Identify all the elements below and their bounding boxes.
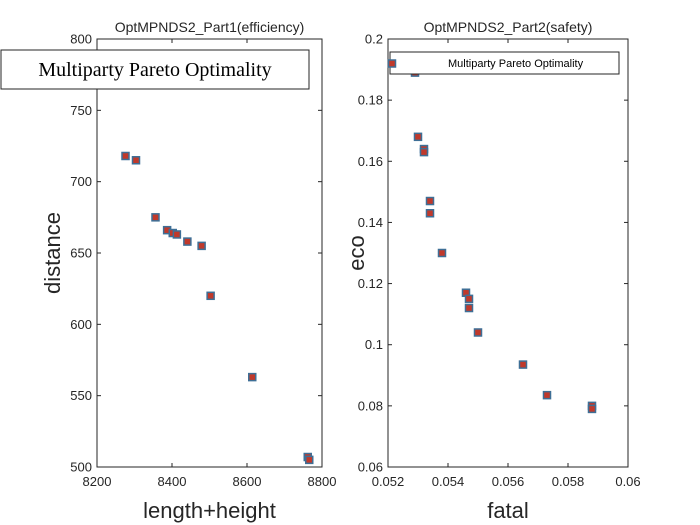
y-tick-label: 600 bbox=[70, 317, 92, 332]
data-point bbox=[413, 132, 423, 142]
y-tick-label: 550 bbox=[70, 388, 92, 403]
x-tick-label: 0.052 bbox=[372, 474, 405, 489]
data-point bbox=[542, 390, 552, 400]
data-points bbox=[121, 151, 314, 465]
data-points bbox=[410, 68, 597, 414]
data-point bbox=[305, 455, 314, 465]
y-tick-label: 500 bbox=[70, 460, 92, 475]
data-point bbox=[172, 230, 182, 239]
axes-box bbox=[96, 38, 323, 468]
data-point bbox=[248, 372, 257, 382]
legend: Multiparty Pareto Optimality bbox=[0, 49, 310, 90]
data-point bbox=[587, 404, 597, 414]
data-point bbox=[121, 151, 130, 161]
data-point bbox=[197, 241, 206, 251]
x-tick-label: 0.06 bbox=[615, 474, 640, 489]
x-tick-label: 8400 bbox=[158, 474, 187, 489]
data-point bbox=[473, 328, 483, 337]
data-point bbox=[464, 294, 474, 304]
legend-label: Multiparty Pareto Optimality bbox=[448, 58, 584, 70]
data-point bbox=[183, 237, 192, 246]
chart-title: OptMPNDS2_Part1(efficiency) bbox=[115, 19, 305, 35]
plot-area bbox=[387, 38, 629, 468]
y-tick-label: 0.1 bbox=[365, 337, 383, 352]
data-point bbox=[518, 360, 528, 369]
data-point bbox=[464, 303, 474, 313]
data-point bbox=[206, 291, 215, 301]
data-point bbox=[425, 209, 435, 218]
y-ticks: 500 550 600 650 700 750 800 bbox=[70, 32, 322, 475]
x-tick-label: 8800 bbox=[308, 474, 337, 489]
data-point bbox=[425, 196, 435, 206]
data-point bbox=[151, 213, 160, 222]
x-ticks: 8200 8400 8600 8800 bbox=[83, 39, 337, 489]
x-tick-label: 0.054 bbox=[432, 474, 465, 489]
y-tick-label: 750 bbox=[70, 103, 92, 118]
y-tick-label: 0.18 bbox=[358, 93, 383, 108]
y-tick-label: 0.12 bbox=[358, 276, 383, 291]
data-point bbox=[437, 248, 447, 258]
axes-box bbox=[387, 38, 629, 468]
y-tick-label: 0.06 bbox=[358, 460, 383, 475]
y-axis-label: eco bbox=[344, 235, 369, 270]
chart-title: OptMPNDS2_Part2(safety) bbox=[424, 19, 593, 35]
legend-box bbox=[0, 49, 310, 90]
legend: Multiparty Pareto Optimality bbox=[387, 51, 620, 75]
legend-label: Multiparty Pareto Optimality bbox=[38, 59, 271, 81]
y-tick-label: 800 bbox=[70, 32, 92, 47]
y-tick-label: 650 bbox=[70, 246, 92, 261]
y-tick-label: 0.16 bbox=[358, 154, 383, 169]
y-tick-label: 0.2 bbox=[365, 32, 383, 47]
y-tick-label: 0.08 bbox=[358, 398, 383, 413]
panel-efficiency: OptMPNDS2_Part1(efficiency) 8200 8400 8600… bbox=[0, 19, 337, 523]
y-axis-label: distance bbox=[40, 212, 65, 294]
x-tick-label: 0.058 bbox=[552, 474, 585, 489]
data-point bbox=[131, 156, 141, 165]
data-point bbox=[419, 147, 429, 157]
x-axis-label: length+height bbox=[143, 498, 276, 523]
x-tick-label: 8600 bbox=[233, 474, 262, 489]
legend-marker bbox=[387, 59, 397, 68]
x-tick-label: 0.056 bbox=[492, 474, 525, 489]
plot-area bbox=[96, 38, 323, 468]
panel-safety: OptMPNDS2_Part2(safety) 0.052 0.054 0.056 0… bbox=[344, 19, 641, 523]
x-tick-label: 8200 bbox=[83, 474, 112, 489]
y-tick-label: 0.14 bbox=[358, 215, 383, 230]
x-axis-label: fatal bbox=[487, 498, 529, 523]
x-ticks: 0.052 0.054 0.056 0.058 0.06 bbox=[372, 39, 641, 489]
y-ticks: 0.06 0.08 0.1 0.12 0.14 0.16 0.18 0.2 bbox=[358, 32, 628, 475]
y-tick-label: 700 bbox=[70, 174, 92, 189]
